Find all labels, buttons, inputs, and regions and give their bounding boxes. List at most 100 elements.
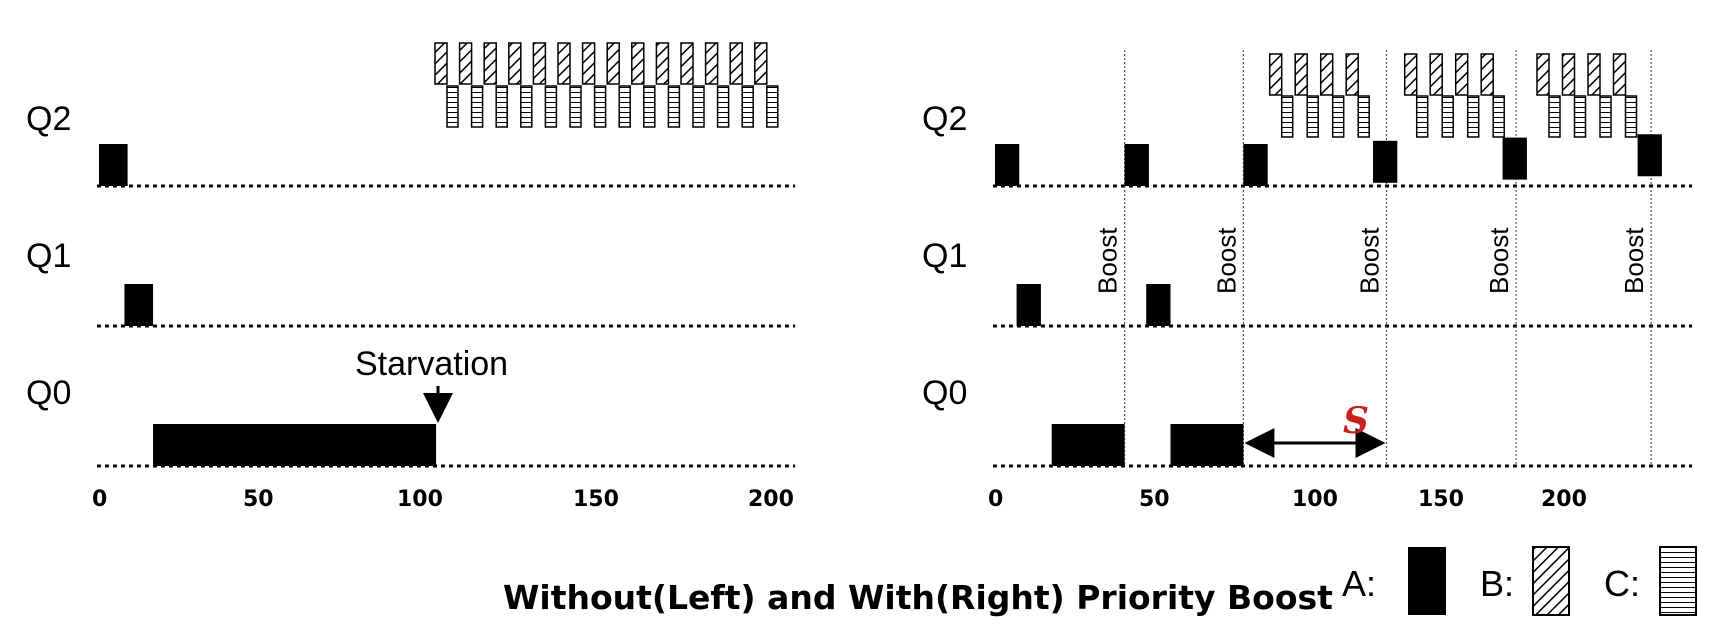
- figure-caption: Without(Left) and With(Right) Priority B…: [503, 578, 1333, 617]
- job-b-block: [1480, 53, 1494, 96]
- job-c-block: [766, 85, 779, 128]
- legend-swatch-b: [1532, 546, 1570, 616]
- right-tick-50: 50: [1139, 487, 1170, 512]
- right-panel: Q2 Q1 Q0 Boost Boost Boost Boost Boost S 0 5…: [922, 50, 1692, 512]
- job-a-block: [124, 284, 154, 326]
- boost-label: Boost: [1619, 227, 1649, 294]
- left-job-bc-blocks: [434, 42, 779, 128]
- left-panel: Q2 Q1 Q0 Starvation 0 50 100 150 200: [26, 42, 795, 512]
- job-b-block: [434, 42, 448, 85]
- job-c-block: [520, 85, 533, 128]
- job-c-block: [544, 85, 558, 128]
- job-b-block: [1345, 53, 1359, 96]
- legend: A: B: C:: [1342, 546, 1697, 616]
- job-c-block: [1441, 95, 1454, 138]
- boost-label: Boost: [1093, 227, 1123, 294]
- job-c-block: [667, 85, 681, 128]
- queue-label-q0: Q0: [26, 374, 71, 412]
- job-a-block: [99, 144, 128, 186]
- right-job-a-blocks: [995, 134, 1662, 466]
- job-c-block: [1306, 95, 1319, 138]
- job-b-block: [631, 42, 645, 85]
- boost-lines: Boost Boost Boost Boost Boost: [1093, 50, 1652, 466]
- job-a-block: [1502, 137, 1527, 180]
- boost-label: Boost: [1211, 227, 1241, 294]
- job-c-block: [1357, 95, 1370, 138]
- job-b-block: [1612, 53, 1627, 96]
- job-b-block: [1403, 53, 1418, 96]
- job-b-block: [1429, 53, 1443, 96]
- job-c-block: [446, 85, 459, 128]
- job-c-block: [1573, 95, 1587, 138]
- job-c-block: [1599, 95, 1612, 138]
- job-c-block: [470, 85, 484, 128]
- job-b-block: [655, 42, 670, 85]
- job-a-block: [1146, 284, 1171, 326]
- legend-label-a: A:: [1342, 563, 1376, 604]
- job-c-block: [1331, 95, 1345, 138]
- job-c-block: [692, 85, 705, 128]
- boost-label: Boost: [1355, 227, 1385, 294]
- job-b-block: [1536, 53, 1550, 96]
- boost-label: Boost: [1484, 227, 1514, 294]
- job-c-block: [1624, 95, 1638, 138]
- job-a-block: [995, 144, 1020, 186]
- s-label: S: [1343, 400, 1369, 442]
- left-tick-200: 200: [748, 487, 794, 512]
- job-b-block: [606, 42, 620, 85]
- job-b-block: [557, 42, 571, 85]
- legend-label-c: C:: [1604, 563, 1640, 604]
- job-c-block: [618, 85, 631, 128]
- right-tick-100: 100: [1292, 487, 1338, 512]
- job-c-block: [495, 85, 508, 128]
- starvation-label: Starvation: [355, 345, 508, 383]
- job-a-block: [1124, 144, 1149, 186]
- left-tick-100: 100: [397, 487, 443, 512]
- queue-label-q0: Q0: [922, 374, 967, 412]
- job-b-block: [1454, 53, 1469, 96]
- job-a-block: [1170, 424, 1244, 466]
- legend-label-b: B:: [1480, 563, 1514, 604]
- job-b-block: [581, 42, 596, 85]
- left-job-a-blocks: [99, 144, 437, 466]
- right-job-bc-blocks: [1268, 53, 1638, 138]
- right-tick-150: 150: [1418, 487, 1464, 512]
- queue-label-q2: Q2: [26, 100, 71, 138]
- job-b-block: [1319, 53, 1334, 96]
- job-c-block: [1492, 95, 1505, 138]
- job-a-block: [1637, 134, 1662, 177]
- job-b-block: [1561, 53, 1576, 96]
- job-b-block: [729, 42, 743, 85]
- right-tick-200: 200: [1541, 487, 1587, 512]
- job-b-block: [508, 42, 522, 85]
- job-b-block: [1268, 53, 1283, 96]
- left-tick-150: 150: [573, 487, 619, 512]
- queue-label-q1: Q1: [26, 237, 71, 275]
- queue-label-q2: Q2: [922, 100, 967, 138]
- job-a-block: [153, 424, 437, 466]
- job-c-block: [643, 85, 656, 128]
- job-a-block: [1051, 424, 1125, 466]
- job-c-block: [1280, 95, 1294, 138]
- job-b-block: [483, 42, 497, 85]
- job-a-block: [1016, 284, 1041, 326]
- job-c-block: [593, 85, 607, 128]
- job-a-block: [1243, 144, 1268, 186]
- job-b-block: [754, 42, 768, 85]
- job-c-block: [569, 85, 582, 128]
- job-c-block: [1415, 95, 1429, 138]
- job-b-block: [458, 42, 473, 85]
- job-b-block: [1587, 53, 1601, 96]
- right-tick-0: 0: [988, 487, 1003, 512]
- job-c-block: [1466, 95, 1480, 138]
- legend-swatch-c: [1659, 546, 1697, 616]
- job-c-block: [741, 85, 754, 128]
- left-tick-0: 0: [92, 487, 107, 512]
- queue-label-q1: Q1: [922, 237, 967, 275]
- left-tick-50: 50: [243, 487, 274, 512]
- legend-swatch-a: [1408, 547, 1446, 615]
- job-c-block: [1548, 95, 1561, 138]
- job-b-block: [1294, 53, 1308, 96]
- job-b-block: [680, 42, 694, 85]
